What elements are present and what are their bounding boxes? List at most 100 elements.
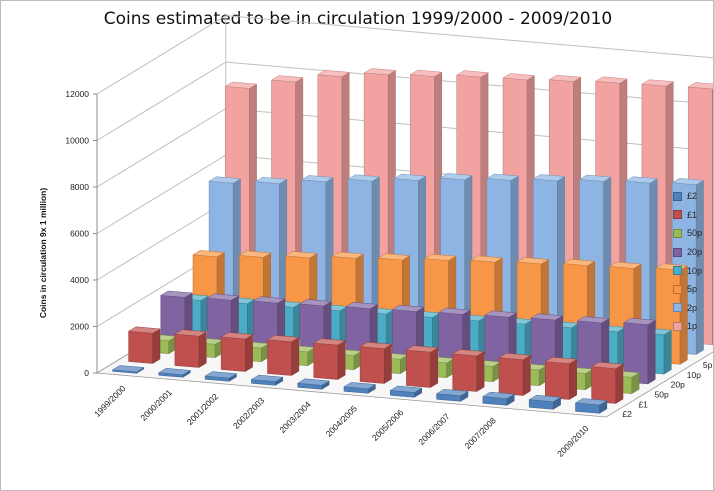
bar-top	[391, 304, 425, 312]
bar-front	[220, 336, 246, 372]
bar-top	[516, 257, 550, 265]
bar-top	[594, 76, 628, 84]
bar	[111, 365, 145, 374]
legend-swatch	[673, 284, 682, 294]
bar-top	[405, 345, 439, 353]
bar-side	[476, 351, 485, 392]
bar-top	[502, 73, 536, 81]
bar-front	[452, 353, 478, 392]
legend-item: 5p	[673, 280, 713, 299]
bar-front	[128, 330, 153, 364]
bar-top	[393, 173, 427, 181]
bar-top	[437, 307, 471, 315]
y-tick-label: 0	[84, 368, 89, 378]
bar-side	[569, 358, 577, 400]
bar-top	[206, 293, 240, 301]
bar	[204, 371, 238, 382]
bar-top	[252, 296, 286, 304]
bar-top	[208, 176, 242, 184]
bar-side	[291, 336, 300, 376]
bar-side	[522, 354, 531, 396]
bar-front	[406, 349, 431, 388]
bar-side	[430, 347, 439, 388]
legend-item: 20p	[673, 243, 713, 262]
x-tick-label: 2009/2010	[555, 423, 591, 459]
bars	[111, 68, 713, 414]
bar-top	[296, 378, 330, 386]
bar-side	[712, 88, 713, 346]
bar	[296, 378, 330, 390]
bar-top	[451, 349, 485, 357]
bar-top	[224, 81, 258, 89]
bar-top	[435, 389, 469, 397]
bar-top	[377, 253, 411, 261]
bar-top	[127, 326, 161, 334]
bar-top	[423, 253, 457, 261]
bar-top	[220, 332, 254, 340]
bar-top	[439, 173, 473, 181]
chart-legend: £2 £1 50p 20p 10p 5p 2p 1p	[673, 187, 713, 336]
bar	[528, 394, 562, 410]
bar-top	[409, 69, 443, 77]
legend-item: £2	[673, 187, 713, 206]
legend-swatch	[673, 303, 682, 313]
legend-swatch	[673, 228, 682, 238]
legend-swatch	[673, 321, 682, 331]
bar	[623, 317, 656, 385]
bar-top	[160, 290, 193, 298]
bar	[482, 391, 516, 406]
bar-top	[192, 250, 226, 258]
depth-tick-label: 20p	[671, 380, 685, 390]
legend-swatch	[673, 210, 682, 220]
bar-top	[590, 361, 624, 369]
x-tick-label: 2000/2001	[138, 387, 174, 423]
bar-front	[498, 357, 524, 396]
chart-title: Coins estimated to be in circulation 199…	[103, 9, 613, 29]
depth-tick-label: £1	[638, 399, 648, 409]
bar-top	[574, 398, 608, 406]
bar-side	[663, 329, 672, 375]
x-tick-label: 2002/2003	[231, 395, 267, 431]
bar	[266, 335, 300, 376]
bar-top	[270, 75, 304, 83]
legend-item: 2p	[673, 299, 713, 318]
x-tick-label: 2001/2002	[185, 391, 221, 427]
bar	[544, 356, 578, 400]
bar-top	[625, 176, 658, 184]
bar-side	[647, 319, 656, 385]
bar-top	[331, 251, 365, 259]
bar-top	[530, 313, 564, 321]
bar-top	[687, 82, 713, 90]
bar-top	[359, 341, 393, 349]
bar-front	[359, 346, 385, 384]
bar-side	[383, 343, 392, 384]
legend-swatch	[673, 191, 682, 201]
bar	[313, 338, 346, 380]
bar-top	[250, 374, 284, 382]
bar-top	[641, 79, 675, 87]
bar-front	[545, 361, 570, 400]
legend-label: 2p	[687, 302, 698, 313]
bar	[220, 332, 254, 372]
bar-top	[238, 250, 272, 258]
bar-top	[486, 173, 520, 181]
bar-top	[298, 299, 332, 307]
y-tick-label: 4000	[70, 275, 89, 285]
bar-top	[455, 70, 489, 78]
bar-top	[576, 316, 610, 324]
bar-top	[498, 352, 532, 360]
bar-top	[317, 70, 350, 78]
bar-top	[345, 302, 379, 310]
bar	[127, 326, 161, 364]
bar-top	[343, 382, 377, 390]
bar	[451, 349, 485, 392]
x-tick-label: 2007/2008	[462, 415, 498, 451]
bar-top	[482, 391, 516, 399]
bar-top	[111, 365, 145, 373]
y-tick-label: 6000	[70, 229, 89, 239]
bar-side	[152, 328, 161, 364]
bar-side	[337, 340, 346, 380]
legend-swatch	[673, 247, 682, 257]
bar-top	[254, 176, 288, 184]
bar-side	[615, 363, 624, 404]
